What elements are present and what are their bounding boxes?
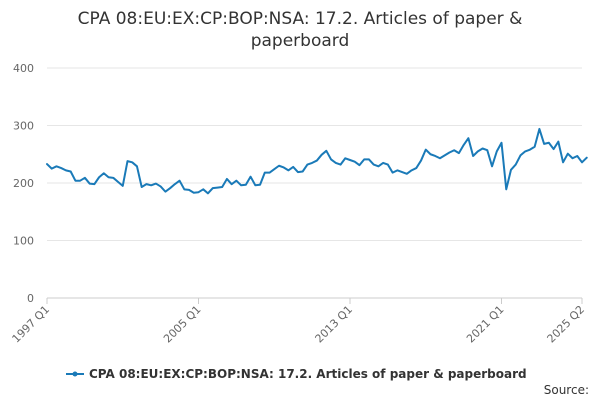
data-point[interactable] — [484, 147, 490, 153]
legend-swatch-marker — [72, 371, 78, 377]
x-tick-label: 2021 Q1 — [464, 303, 507, 346]
data-point[interactable] — [101, 170, 107, 176]
source-label: Source: — [544, 383, 589, 397]
data-point[interactable] — [44, 161, 50, 167]
data-point[interactable] — [489, 163, 495, 169]
chart-title-line-2: paperboard — [251, 31, 350, 51]
data-point[interactable] — [584, 155, 590, 161]
data-point[interactable] — [96, 174, 102, 180]
x-tick-label: 2013 Q1 — [313, 303, 356, 346]
data-point[interactable] — [205, 190, 211, 196]
data-point[interactable] — [356, 162, 362, 168]
y-tick-label: 300 — [13, 120, 34, 133]
y-tick-label: 0 — [27, 292, 34, 305]
chart-title: CPA 08:EU:EX:CP:BOP:NSA: 17.2. Articles … — [78, 9, 523, 51]
data-point[interactable] — [470, 153, 476, 159]
legend-label: CPA 08:EU:EX:CP:BOP:NSA: 17.2. Articles … — [89, 367, 527, 381]
data-point[interactable] — [418, 158, 424, 164]
data-point[interactable] — [546, 140, 552, 146]
data-point[interactable] — [120, 183, 126, 189]
data-point[interactable] — [129, 159, 135, 165]
data-point[interactable] — [224, 176, 230, 182]
data-point[interactable] — [508, 167, 514, 173]
data-point[interactable] — [579, 159, 585, 165]
data-point[interactable] — [461, 142, 467, 148]
series-line[interactable] — [46, 127, 588, 195]
data-point[interactable] — [536, 126, 542, 132]
data-point[interactable] — [555, 139, 561, 145]
x-tick-label: 2005 Q1 — [161, 303, 204, 346]
data-point[interactable] — [413, 165, 419, 171]
data-point[interactable] — [423, 147, 429, 153]
data-point[interactable] — [503, 186, 509, 192]
data-point[interactable] — [248, 174, 254, 180]
data-point[interactable] — [68, 169, 74, 175]
data-point[interactable] — [499, 140, 505, 146]
data-point[interactable] — [91, 181, 97, 187]
data-point[interactable] — [551, 146, 557, 152]
data-point[interactable] — [494, 148, 500, 154]
x-tick-label: 1997 Q1 — [10, 303, 53, 346]
data-point[interactable] — [134, 163, 140, 169]
data-point[interactable] — [574, 153, 580, 159]
grid-lines — [47, 67, 582, 241]
data-point[interactable] — [290, 164, 296, 170]
data-point[interactable] — [532, 144, 538, 150]
x-tick-label: 2025 Q2 — [545, 303, 588, 346]
data-point[interactable] — [158, 183, 164, 189]
data-point[interactable] — [560, 159, 566, 165]
data-point[interactable] — [115, 179, 121, 185]
data-point[interactable] — [385, 162, 391, 168]
data-point[interactable] — [338, 162, 344, 168]
data-point[interactable] — [323, 148, 329, 154]
data-point[interactable] — [200, 186, 206, 192]
data-point[interactable] — [243, 182, 249, 188]
data-point[interactable] — [257, 182, 263, 188]
series-layer — [44, 126, 590, 196]
data-point[interactable] — [456, 150, 462, 156]
x-axis: 1997 Q1 2005 Q1 2013 Q1 2021 Q1 2025 Q2 — [10, 297, 588, 346]
data-point[interactable] — [513, 162, 519, 168]
legend[interactable]: CPA 08:EU:EX:CP:BOP:NSA: 17.2. Articles … — [66, 367, 527, 381]
data-point[interactable] — [82, 175, 88, 181]
y-tick-label: 100 — [13, 235, 34, 248]
data-point[interactable] — [314, 158, 320, 164]
data-point[interactable] — [167, 185, 173, 191]
data-point[interactable] — [110, 175, 116, 181]
data-point[interactable] — [465, 135, 471, 141]
chart-title-line-1: CPA 08:EU:EX:CP:BOP:NSA: 17.2. Articles … — [78, 9, 523, 29]
y-tick-label: 200 — [13, 177, 34, 190]
data-point[interactable] — [319, 152, 325, 158]
data-point[interactable] — [366, 156, 372, 162]
data-point[interactable] — [517, 152, 523, 158]
data-point[interactable] — [300, 169, 306, 175]
data-point[interactable] — [233, 178, 239, 184]
data-point[interactable] — [565, 151, 571, 157]
data-point[interactable] — [177, 178, 183, 184]
y-axis: 0 100 200 300 400 — [13, 62, 34, 305]
y-tick-label: 400 — [13, 62, 34, 75]
data-point[interactable] — [219, 184, 225, 190]
